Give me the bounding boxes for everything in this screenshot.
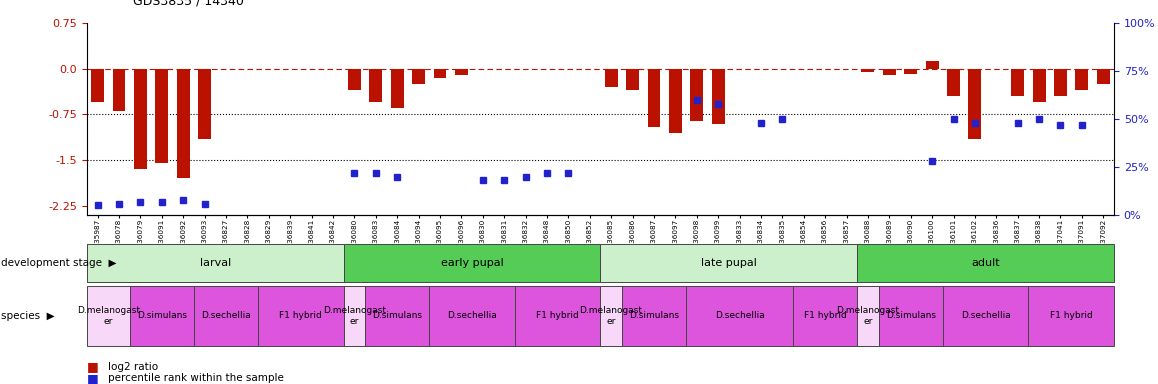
- Bar: [369, 69, 382, 102]
- Text: F1 hybrid: F1 hybrid: [1050, 311, 1093, 320]
- Bar: [690, 69, 703, 121]
- Text: D.sechellia: D.sechellia: [714, 311, 764, 320]
- Bar: [390, 69, 403, 108]
- Text: D.simulans: D.simulans: [372, 311, 423, 320]
- Text: F1 hybrid: F1 hybrid: [536, 311, 579, 320]
- Text: D.melanogast
er: D.melanogast er: [836, 306, 900, 326]
- Bar: [947, 69, 960, 96]
- Bar: [1097, 69, 1109, 84]
- Text: larval: larval: [199, 258, 230, 268]
- Bar: [433, 69, 446, 78]
- Bar: [412, 69, 425, 84]
- Bar: [626, 69, 639, 90]
- Text: log2 ratio: log2 ratio: [108, 362, 157, 372]
- Text: F1 hybrid: F1 hybrid: [279, 311, 322, 320]
- Bar: [112, 69, 125, 111]
- Text: D.sechellia: D.sechellia: [961, 311, 1011, 320]
- Bar: [347, 69, 361, 90]
- Bar: [904, 69, 917, 74]
- Text: D.melanogast
er: D.melanogast er: [580, 306, 643, 326]
- Bar: [669, 69, 682, 133]
- Bar: [925, 61, 938, 69]
- Text: D.simulans: D.simulans: [629, 311, 679, 320]
- Text: D.simulans: D.simulans: [137, 311, 186, 320]
- Text: development stage  ▶: development stage ▶: [1, 258, 117, 268]
- Bar: [968, 69, 981, 139]
- Bar: [712, 69, 725, 124]
- Bar: [647, 69, 660, 127]
- Bar: [198, 69, 211, 139]
- Bar: [155, 69, 168, 163]
- Bar: [91, 69, 104, 102]
- Bar: [862, 69, 874, 72]
- Text: early pupal: early pupal: [441, 258, 504, 268]
- Text: D.sechellia: D.sechellia: [201, 311, 251, 320]
- Text: D.melanogast
er: D.melanogast er: [323, 306, 386, 326]
- Text: late pupal: late pupal: [701, 258, 757, 268]
- Bar: [604, 69, 617, 87]
- Bar: [1033, 69, 1046, 102]
- Text: ■: ■: [87, 372, 98, 384]
- Text: species  ▶: species ▶: [1, 311, 54, 321]
- Text: adult: adult: [972, 258, 999, 268]
- Bar: [455, 69, 468, 75]
- Text: D.melanogast
er: D.melanogast er: [76, 306, 140, 326]
- Text: D.sechellia: D.sechellia: [447, 311, 497, 320]
- Bar: [134, 69, 147, 169]
- Bar: [1054, 69, 1067, 96]
- Text: percentile rank within the sample: percentile rank within the sample: [108, 373, 284, 383]
- Text: D.simulans: D.simulans: [886, 311, 936, 320]
- Text: F1 hybrid: F1 hybrid: [804, 311, 846, 320]
- Bar: [1011, 69, 1024, 96]
- Bar: [1076, 69, 1089, 90]
- Bar: [177, 69, 190, 179]
- Bar: [882, 69, 896, 75]
- Text: GDS3835 / 14340: GDS3835 / 14340: [133, 0, 244, 8]
- Text: ■: ■: [87, 360, 98, 373]
